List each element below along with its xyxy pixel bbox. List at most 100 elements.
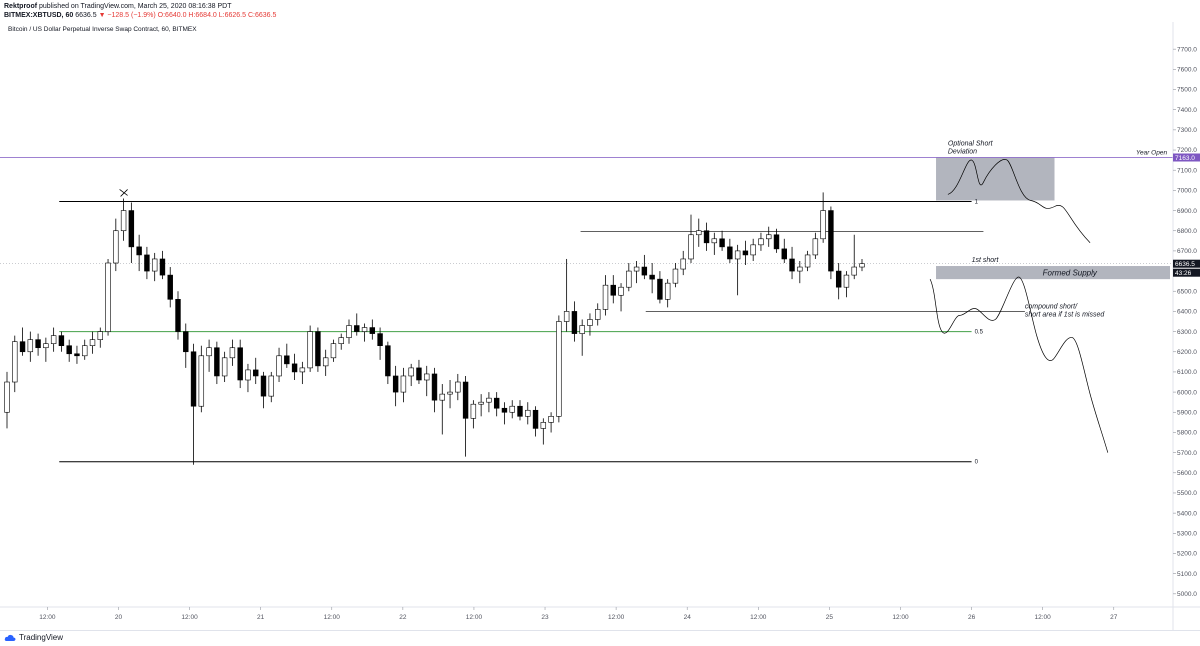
plot-background — [0, 22, 1173, 630]
y-tick-label: 7300.0 — [1177, 127, 1197, 134]
x-tick-label: 25 — [826, 614, 834, 621]
price-change: ▼ −128.5 (−1.9%) — [98, 12, 156, 19]
candle-body — [493, 397, 500, 409]
candle-body — [260, 375, 267, 397]
candle-body — [214, 347, 220, 377]
candle-body — [556, 321, 562, 417]
candle-body — [633, 266, 640, 272]
candle-body — [719, 238, 725, 248]
candle-body — [688, 234, 694, 260]
publisher-name[interactable]: Rektproof — [4, 3, 38, 10]
candle-body — [377, 333, 383, 347]
candle-body — [369, 327, 376, 334]
candle-body — [354, 325, 360, 332]
candle-body — [439, 393, 445, 401]
y-tick-label: 5200.0 — [1177, 551, 1197, 558]
candle-body — [486, 397, 492, 403]
candle-body — [804, 254, 811, 268]
y-tick-label: 6000.0 — [1177, 389, 1197, 396]
candle-body — [392, 375, 399, 393]
y-tick-label: 5500.0 — [1177, 490, 1197, 497]
first-short-label: 1st short — [972, 257, 1000, 264]
y-tick-label: 5800.0 — [1177, 430, 1197, 437]
publisher-line: Rektproof published on TradingView.com, … — [4, 3, 232, 10]
symbol-name[interactable]: BITMEX:XBTUSD, 60 — [4, 12, 74, 19]
candle-body — [470, 403, 477, 419]
chart-area[interactable]: Bitcoin / US Dollar Perpetual Inverse Sw… — [0, 22, 1200, 630]
candle-body — [781, 248, 787, 260]
candle-body — [253, 369, 259, 377]
candle-body — [190, 351, 197, 407]
optional-short-title: Optional Short — [948, 140, 994, 147]
symbol-line: BITMEX:XBTUSD, 60 6636.5 ▼ −128.5 (−1.9%… — [4, 12, 276, 19]
candle-body — [610, 284, 616, 296]
candle-body — [128, 210, 135, 248]
year-open-price-tag — [1173, 153, 1200, 162]
compound-short-label-line2: short area if 1st is missed — [1025, 311, 1105, 318]
candle-body — [66, 345, 72, 355]
candle-body — [797, 266, 803, 272]
candle-body — [727, 246, 733, 260]
optional-short-zone — [936, 157, 1055, 201]
y-tick-label: 7400.0 — [1177, 107, 1197, 114]
current-price-text: 6636.5 — [1175, 261, 1195, 268]
candle-body — [27, 339, 34, 353]
x-tick-label: 27 — [1110, 614, 1118, 621]
footer-bar: TradingView — [0, 630, 1200, 646]
x-tick-label: 22 — [399, 614, 407, 621]
y-tick-label: 7100.0 — [1177, 167, 1197, 174]
candle-body — [851, 266, 857, 276]
candle-body — [478, 401, 484, 405]
x-tick-label: 26 — [968, 614, 976, 621]
y-tick-label: 6400.0 — [1177, 309, 1197, 316]
candle-body — [58, 335, 65, 347]
candle-body — [773, 234, 780, 250]
price-axis[interactable]: 7700.0 7600.0 7500.0 7400.0 7300.0 7200.0 7100… — [1172, 22, 1197, 630]
y-tick-label: 5900.0 — [1177, 409, 1197, 416]
candle-body — [408, 367, 414, 377]
candle-body — [758, 238, 764, 246]
candle-body — [315, 331, 321, 367]
candle-body — [447, 391, 453, 395]
candle-body — [734, 250, 741, 260]
chart-title: Bitcoin / US Dollar Perpetual Inverse Sw… — [8, 26, 197, 33]
candle-body — [229, 347, 236, 359]
candle-body — [563, 311, 570, 322]
candle-body — [672, 268, 679, 284]
candlestick-chart[interactable]: Bitcoin / US Dollar Perpetual Inverse Sw… — [0, 22, 1200, 630]
x-tick-label: 12:00 — [324, 614, 341, 621]
published-text: published on TradingView.com, March 25, … — [39, 3, 232, 10]
candle-body — [136, 246, 142, 256]
y-tick-label: 5700.0 — [1177, 450, 1197, 457]
projection-sketch — [929, 159, 1109, 453]
candle-body — [680, 258, 686, 270]
y-tick-label: 6300.0 — [1177, 329, 1197, 336]
candle-body — [361, 327, 368, 332]
current-price-tag — [1173, 259, 1200, 268]
candle-body — [835, 270, 842, 288]
x-tick-label: 23 — [541, 614, 549, 621]
candle-body — [455, 381, 461, 393]
time-axis[interactable]: 12:00 20 12:00 21 12:00 22 12:00 23 12:00 24 12:00… — [0, 606, 1200, 621]
x-tick-label: 20 — [115, 614, 123, 621]
tradingview-logo[interactable]: TradingView — [4, 633, 63, 642]
candle-body — [571, 311, 578, 334]
x-tick-label: 12:00 — [181, 614, 198, 621]
candle-body — [750, 244, 756, 256]
candle-body — [291, 363, 298, 373]
optional-short-subtitle: Deviation — [948, 148, 977, 155]
candle-body — [766, 234, 772, 240]
candle-body — [431, 373, 438, 401]
candle-body — [587, 319, 593, 326]
candle-body — [525, 409, 531, 417]
candle-body — [843, 274, 850, 288]
compound-short-label-line1: compound short/ — [1025, 303, 1078, 310]
y-tick-label: 7200.0 — [1177, 147, 1197, 154]
y-tick-label: 5000.0 — [1177, 591, 1197, 598]
cloud-icon — [4, 634, 16, 641]
candle-body — [97, 331, 103, 340]
formed-supply-label: Formed Supply — [1043, 269, 1098, 278]
candle-body — [120, 210, 127, 232]
y-tick-label: 5400.0 — [1177, 510, 1197, 517]
x-tick-label: 12:00 — [892, 614, 909, 621]
